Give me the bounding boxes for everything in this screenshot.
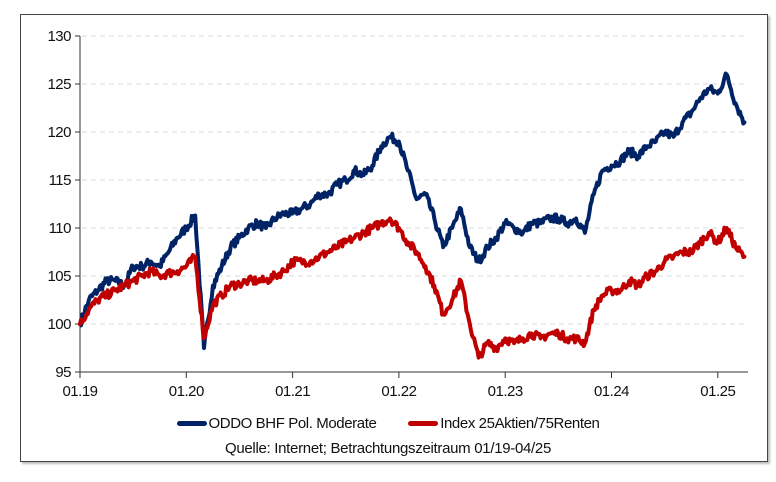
x-tick-label: 01.23 [488,383,523,400]
chart-frame [20,14,768,462]
y-tick-label: 95 [55,364,71,381]
y-tick-label: 120 [47,124,71,141]
y-tick-label: 105 [47,268,71,285]
legend-swatch-oddo [176,421,207,426]
y-tick-label: 110 [49,220,72,237]
legend-label-index: Index 25Aktien/75Renten [440,415,600,432]
x-tick-label: 01.20 [169,383,204,400]
x-tick-label: 01.22 [381,383,416,400]
legend-item-oddo: ODDO BHF Pol. Moderate [176,415,377,432]
x-tick-label: 01.21 [275,383,310,400]
legend-item-index: Index 25Aktien/75Renten [408,415,600,432]
y-tick-label: 130 [47,28,71,45]
y-tick-label: 100 [47,316,71,333]
x-tick-label: 01.24 [594,383,629,400]
x-tick-label: 01.19 [62,383,97,400]
legend: ODDO BHF Pol. Moderate Index 25Aktien/75… [0,413,776,432]
y-tick-label: 115 [49,172,72,189]
series-line-oddo [78,71,747,350]
legend-swatch-index [408,421,439,426]
y-tick-label: 125 [47,76,71,93]
source-note: Quelle: Internet; Betrachtungszeitraum 0… [224,440,552,457]
legend-label-oddo: ODDO BHF Pol. Moderate [208,415,377,432]
x-tick-label: 01.25 [700,383,735,400]
series-line-index [78,216,747,360]
